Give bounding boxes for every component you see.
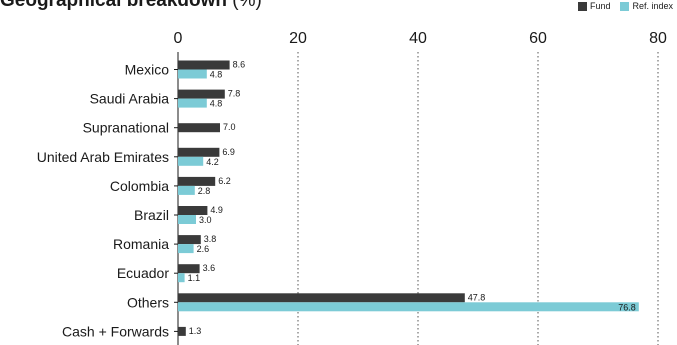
category-label-brazil: Brazil xyxy=(134,207,169,223)
data-label-ref-index-others: 76.8 xyxy=(618,302,636,312)
legend-item-ref-index: Ref. index xyxy=(620,1,673,11)
legend-swatch-fund xyxy=(577,1,587,11)
data-label-ref-index-saudi-arabia: 4.8 xyxy=(210,99,223,109)
bar-fund-ecuador xyxy=(178,264,200,274)
bar-fund-cash-forwards xyxy=(178,326,186,336)
legend-label-fund: Fund xyxy=(589,1,611,11)
chart-title-unit: (%) xyxy=(232,0,262,11)
x-tick-label-0: 0 xyxy=(174,30,183,47)
legend-swatch-ref-index xyxy=(620,1,630,11)
x-tick-label-60: 60 xyxy=(529,30,547,47)
data-label-fund-saudi-arabia: 7.8 xyxy=(228,89,241,99)
chart-title: Geographical breakdown (%) xyxy=(0,0,262,12)
data-label-fund-cash-forwards: 1.3 xyxy=(189,326,202,336)
chart-title-main: Geographical breakdown xyxy=(0,0,227,11)
data-label-fund-romania: 3.8 xyxy=(204,234,217,244)
data-label-ref-index-brazil: 3.0 xyxy=(199,215,212,225)
bar-ref-index-saudi-arabia xyxy=(178,98,207,108)
category-label-colombia: Colombia xyxy=(110,178,169,194)
x-tick-label-20: 20 xyxy=(289,30,307,47)
bar-ref-index-ecuador xyxy=(178,273,185,283)
x-tick-label-40: 40 xyxy=(409,30,427,47)
data-label-fund-others: 47.8 xyxy=(468,292,486,302)
legend-label-ref-index: Ref. index xyxy=(632,1,673,11)
data-label-fund-ecuador: 3.6 xyxy=(203,263,216,273)
bar-ref-index-colombia xyxy=(178,185,195,195)
bar-fund-supranational xyxy=(178,123,220,133)
chart-legend: Fund Ref. index xyxy=(577,1,673,11)
data-label-fund-colombia: 6.2 xyxy=(218,176,231,186)
bar-fund-brazil xyxy=(178,206,208,215)
data-label-ref-index-colombia: 2.8 xyxy=(198,186,211,196)
bar-fund-saudi-arabia xyxy=(178,89,225,99)
category-label-others: Others xyxy=(127,294,169,310)
bar-fund-colombia xyxy=(178,176,216,186)
category-label-united-arab-emirates: United Arab Emirates xyxy=(37,149,169,165)
bar-ref-index-brazil xyxy=(178,215,196,224)
bar-ref-index-united-arab-emirates xyxy=(178,156,204,166)
category-label-supranational: Supranational xyxy=(83,120,169,136)
bar-ref-index-others xyxy=(178,302,639,312)
category-label-mexico: Mexico xyxy=(125,62,170,78)
bar-fund-others xyxy=(178,293,465,303)
data-label-fund-supranational: 7.0 xyxy=(223,122,236,132)
data-label-ref-index-mexico: 4.8 xyxy=(210,70,223,80)
data-label-fund-brazil: 4.9 xyxy=(210,205,223,215)
bar-ref-index-mexico xyxy=(178,69,207,79)
category-label-saudi-arabia: Saudi Arabia xyxy=(90,91,170,107)
legend-item-fund: Fund xyxy=(577,1,611,11)
data-label-ref-index-ecuador: 1.1 xyxy=(188,273,201,283)
bar-fund-romania xyxy=(178,235,201,245)
data-label-ref-index-united-arab-emirates: 4.2 xyxy=(206,157,219,167)
category-label-ecuador: Ecuador xyxy=(117,265,169,281)
category-label-romania: Romania xyxy=(113,236,169,252)
bar-ref-index-romania xyxy=(178,244,194,254)
data-label-fund-mexico: 8.6 xyxy=(233,60,246,70)
bar-fund-united-arab-emirates xyxy=(178,147,220,157)
bar-fund-mexico xyxy=(178,60,230,70)
x-tick-label-80: 80 xyxy=(649,30,667,47)
data-label-ref-index-romania: 2.6 xyxy=(197,244,210,254)
data-label-fund-united-arab-emirates: 6.9 xyxy=(222,147,235,157)
category-label-cash-forwards: Cash + Forwards xyxy=(62,323,169,339)
